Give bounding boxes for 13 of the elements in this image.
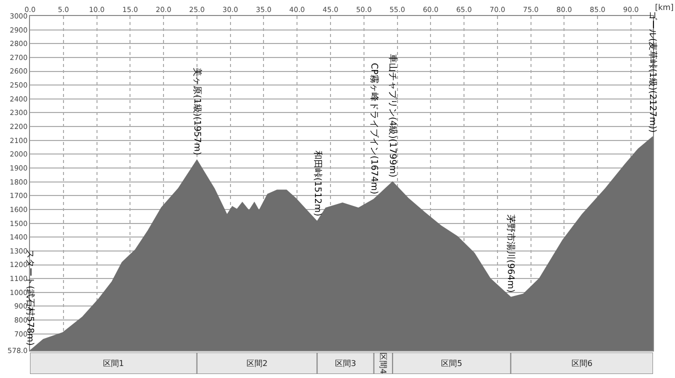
annotation: CP霧ヶ峰ドライブイン(1674m) xyxy=(368,62,380,194)
text: 区間4 xyxy=(378,352,388,374)
annotation: 茅野市湯川(964m) xyxy=(505,214,516,293)
text: 区間2 xyxy=(246,358,268,368)
text: 区間1 xyxy=(102,358,124,368)
annotation: 車山チャプリン(4級)(1799m) xyxy=(387,54,398,178)
text: 区間5 xyxy=(441,358,462,368)
text: 区間3 xyxy=(334,358,356,368)
x-axis-title: [km] xyxy=(655,3,674,12)
text: 区間6 xyxy=(571,358,592,368)
annotation: 和田峠(1512m) xyxy=(312,150,323,216)
annotation: 美ヶ原(1級)(1957m) xyxy=(192,68,203,156)
annotation: ゴール(麦草峠(1級)(2127m)) xyxy=(647,11,658,133)
